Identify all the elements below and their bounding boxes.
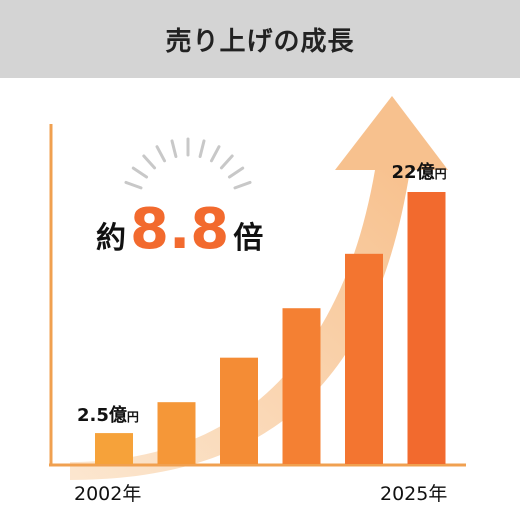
bars-group bbox=[95, 192, 446, 464]
sparkle-ray bbox=[170, 139, 178, 158]
sparkle-ray bbox=[219, 154, 234, 170]
data-label-last-number: 22 bbox=[392, 162, 417, 183]
sparkle-ray bbox=[198, 139, 206, 158]
title-bar: 売り上げの成長 bbox=[0, 0, 520, 78]
data-label-first-unit2: 円 bbox=[127, 410, 139, 424]
data-label-last-unit2: 円 bbox=[435, 167, 447, 181]
sparkle-ray bbox=[227, 166, 245, 179]
bar-3 bbox=[220, 357, 258, 464]
sparkle-ray bbox=[209, 145, 221, 163]
data-label-last-unit1: 億 bbox=[417, 161, 435, 183]
bar-4 bbox=[282, 308, 321, 464]
sparkle-ray bbox=[124, 180, 143, 190]
x-tick-label-first: 2002年 bbox=[74, 483, 141, 505]
headline-prefix: 約 bbox=[96, 221, 126, 256]
sparkle-ray bbox=[233, 180, 252, 190]
data-label-last: 22億円 bbox=[392, 161, 447, 183]
bar-5 bbox=[345, 253, 383, 464]
x-tick-label-last: 2025年 bbox=[380, 483, 447, 505]
chart-title: 売り上げの成長 bbox=[165, 26, 355, 57]
data-label-first-unit1: 億 bbox=[109, 404, 127, 426]
data-label-first: 2.5億円 bbox=[77, 404, 139, 426]
headline: 約8.8 倍 bbox=[96, 197, 263, 262]
headline-suffix: 倍 bbox=[233, 221, 263, 256]
sparkle-ray bbox=[155, 145, 167, 163]
sparkle-rays bbox=[124, 137, 252, 190]
sparkle-ray bbox=[131, 166, 149, 179]
data-label-first-number: 2.5 bbox=[77, 405, 109, 426]
sparkle-ray bbox=[142, 154, 157, 170]
bar-1 bbox=[95, 433, 133, 464]
bar-6 bbox=[407, 192, 446, 464]
bar-2 bbox=[157, 402, 196, 464]
headline-number: 8.8 bbox=[130, 197, 229, 262]
